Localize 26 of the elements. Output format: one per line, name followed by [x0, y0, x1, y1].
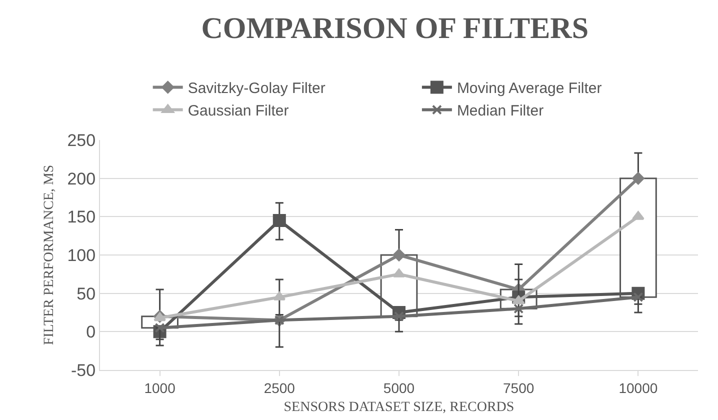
x-tick-label: 2500	[264, 380, 296, 396]
y-tick-label: 0	[86, 322, 96, 342]
legend-label: Gaussian Filter	[188, 102, 289, 120]
legend-label: Moving Average Filter	[456, 80, 602, 98]
y-axis-title: FILTER PERFORMANCE, MS	[42, 164, 57, 346]
y-tick-label: 200	[67, 169, 96, 188]
x-axis-title: SENSORS DATASET SIZE, RECORDS	[284, 400, 514, 416]
x-tick-label: 5000	[383, 380, 415, 396]
point	[633, 292, 644, 302]
point	[632, 211, 644, 220]
y-tick-label: -50	[71, 360, 96, 380]
point	[392, 248, 406, 262]
y-tick-label: 250	[67, 130, 96, 150]
point	[514, 304, 524, 314]
x-tick-label: 1000	[144, 380, 176, 396]
y-tick-label: 100	[67, 246, 96, 265]
y-tick-label: 50	[76, 284, 96, 304]
chart-title: COMPARISON OF FILTERS	[201, 12, 589, 45]
legend-label: Savitzky-Golay Filter	[188, 80, 326, 98]
point	[272, 214, 286, 227]
y-tick-label: 150	[67, 208, 96, 227]
x-tick-label: 7500	[503, 380, 534, 396]
point	[154, 322, 165, 333]
x-tick-label: 10000	[618, 380, 658, 396]
legend-label: Median Filter	[456, 102, 544, 120]
point	[632, 172, 644, 185]
